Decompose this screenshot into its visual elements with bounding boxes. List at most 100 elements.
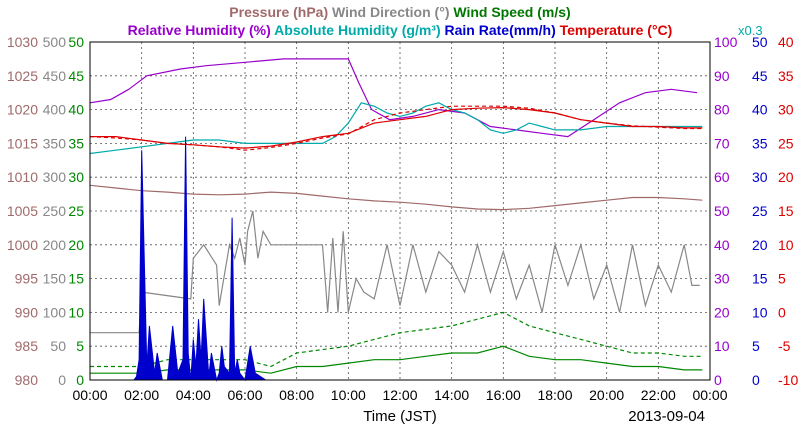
y-tick-rain_rate-9: 45 — [752, 68, 768, 84]
series-relative-humidity — [89, 58, 698, 138]
y-tick-wind_direction-6: 300 — [43, 169, 67, 185]
y-tick-wind_speed-2: 10 — [68, 304, 84, 320]
series-absolute-humidity — [89, 102, 703, 155]
chart-header-line2-item-3: Temperature (°C) — [556, 22, 673, 38]
y-tick-wind_speed-4: 20 — [68, 237, 84, 253]
y-tick-wind_speed-10: 50 — [68, 34, 84, 50]
axes-layer: 00:00 02:00 04:00 06:00 08:00 10:00 12:00 14:00… — [7, 34, 799, 403]
y-tick-wind_direction-2: 100 — [43, 304, 67, 320]
y-tick-rain_rate-10: 50 — [752, 34, 768, 50]
y-tick-pressure-5: 1005 — [7, 203, 38, 219]
chart-header-line1: Pressure (hPa) Wind Direction (°) Wind S… — [229, 4, 570, 20]
chart-header-line1-item-0: Pressure (hPa) — [229, 4, 328, 20]
y-tick-relative_humidity-1: 10 — [714, 338, 730, 354]
grid-layer — [90, 42, 710, 380]
y-tick-pressure-7: 1015 — [7, 135, 38, 151]
y-tick-wind_direction-7: 350 — [43, 135, 67, 151]
y-tick-relative_humidity-3: 30 — [714, 271, 730, 287]
y-tick-temperature-6: 20 — [778, 169, 794, 185]
series-wind-direction — [90, 210, 700, 334]
y-tick-relative_humidity-7: 70 — [714, 135, 730, 151]
y-tick-rain_rate-6: 30 — [752, 169, 768, 185]
plot-frame — [89, 41, 711, 381]
y-tick-rain_rate-1: 5 — [752, 338, 760, 354]
y-tick-relative_humidity-8: 80 — [714, 102, 730, 118]
x-tick-label-11: 22:00 — [641, 387, 676, 403]
y-tick-temperature-4: 10 — [778, 237, 794, 253]
x-axis-label: Time (JST) — [363, 408, 437, 425]
y-tick-wind_speed-7: 35 — [68, 135, 84, 151]
y-tick-wind_direction-8: 400 — [43, 102, 67, 118]
chart-header-line2-item-1: Absolute Humidity (g/m³) — [271, 22, 441, 38]
chart-header-line2: Relative Humidity (%) Absolute Humidity … — [128, 22, 673, 38]
y-tick-wind_direction-1: 50 — [50, 338, 66, 354]
x-tick-label-7: 14:00 — [434, 387, 469, 403]
y-tick-pressure-6: 1010 — [7, 169, 38, 185]
y-tick-wind_speed-6: 30 — [68, 169, 84, 185]
y-tick-pressure-10: 1030 — [7, 34, 38, 50]
y-tick-wind_direction-9: 450 — [43, 68, 67, 84]
y-tick-wind_speed-3: 15 — [68, 271, 84, 287]
y-tick-relative_humidity-6: 60 — [714, 169, 730, 185]
scale-note: x0.3 — [738, 23, 763, 38]
y-tick-rain_rate-5: 25 — [752, 203, 768, 219]
y-tick-wind_direction-3: 150 — [43, 271, 67, 287]
y-tick-temperature-1: -5 — [778, 338, 791, 354]
series-temperature-dashed — [89, 105, 703, 151]
y-tick-rain_rate-7: 35 — [752, 135, 768, 151]
x-tick-label-9: 18:00 — [537, 387, 572, 403]
x-tick-label-1: 02:00 — [124, 387, 159, 403]
y-tick-relative_humidity-0: 0 — [714, 372, 722, 388]
x-tick-label-8: 16:00 — [486, 387, 521, 403]
y-tick-pressure-0: 980 — [15, 372, 39, 388]
y-tick-wind_speed-0: 0 — [76, 372, 84, 388]
y-tick-temperature-5: 15 — [778, 203, 794, 219]
y-tick-relative_humidity-2: 20 — [714, 304, 730, 320]
y-tick-temperature-10: 40 — [778, 34, 794, 50]
y-tick-pressure-2: 990 — [15, 304, 39, 320]
y-tick-temperature-3: 5 — [778, 271, 786, 287]
y-tick-wind_direction-10: 500 — [43, 34, 67, 50]
y-tick-relative_humidity-10: 100 — [714, 34, 738, 50]
y-tick-pressure-4: 1000 — [7, 237, 38, 253]
y-tick-wind_speed-1: 5 — [76, 338, 84, 354]
x-tick-label-10: 20:00 — [589, 387, 624, 403]
chart-header-line1-item-1: Wind Direction (°) — [328, 4, 449, 20]
y-tick-temperature-9: 35 — [778, 68, 794, 84]
series-rain-rate — [90, 136, 710, 382]
y-tick-temperature-7: 25 — [778, 135, 794, 151]
y-tick-relative_humidity-4: 40 — [714, 237, 730, 253]
y-tick-pressure-1: 985 — [15, 338, 39, 354]
x-tick-label-12: 00:00 — [692, 387, 727, 403]
series-pressure — [89, 184, 703, 211]
chart-date: 2013-09-04 — [628, 408, 705, 425]
series-wind-speed-gust — [90, 311, 703, 368]
chart-header-line1-item-2: Wind Speed (m/s) — [449, 4, 570, 20]
y-tick-pressure-3: 995 — [15, 271, 39, 287]
x-tick-label-6: 12:00 — [382, 387, 417, 403]
y-tick-rain_rate-8: 40 — [752, 102, 768, 118]
chart-header-line2-item-2: Rain Rate(mm/h) — [441, 22, 556, 38]
y-tick-pressure-9: 1025 — [7, 68, 38, 84]
y-tick-rain_rate-4: 20 — [752, 237, 768, 253]
series-layer — [89, 58, 710, 382]
x-tick-label-4: 08:00 — [279, 387, 314, 403]
y-tick-relative_humidity-5: 50 — [714, 203, 730, 219]
x-tick-label-3: 06:00 — [227, 387, 262, 403]
y-tick-wind_speed-8: 40 — [68, 102, 84, 118]
y-tick-wind_speed-5: 25 — [68, 203, 84, 219]
y-tick-rain_rate-2: 10 — [752, 304, 768, 320]
x-tick-label-0: 00:00 — [72, 387, 107, 403]
y-tick-temperature-8: 30 — [778, 102, 794, 118]
chart-header-line2-item-0: Relative Humidity (%) — [128, 22, 271, 38]
y-tick-temperature-0: -10 — [778, 372, 798, 388]
y-tick-rain_rate-0: 0 — [752, 372, 760, 388]
y-tick-relative_humidity-9: 90 — [714, 68, 730, 84]
y-tick-temperature-2: 0 — [778, 304, 786, 320]
x-tick-label-2: 04:00 — [176, 387, 211, 403]
y-tick-wind_direction-4: 200 — [43, 237, 67, 253]
y-tick-rain_rate-3: 15 — [752, 271, 768, 287]
y-tick-wind_direction-5: 250 — [43, 203, 67, 219]
x-tick-label-5: 10:00 — [331, 387, 366, 403]
